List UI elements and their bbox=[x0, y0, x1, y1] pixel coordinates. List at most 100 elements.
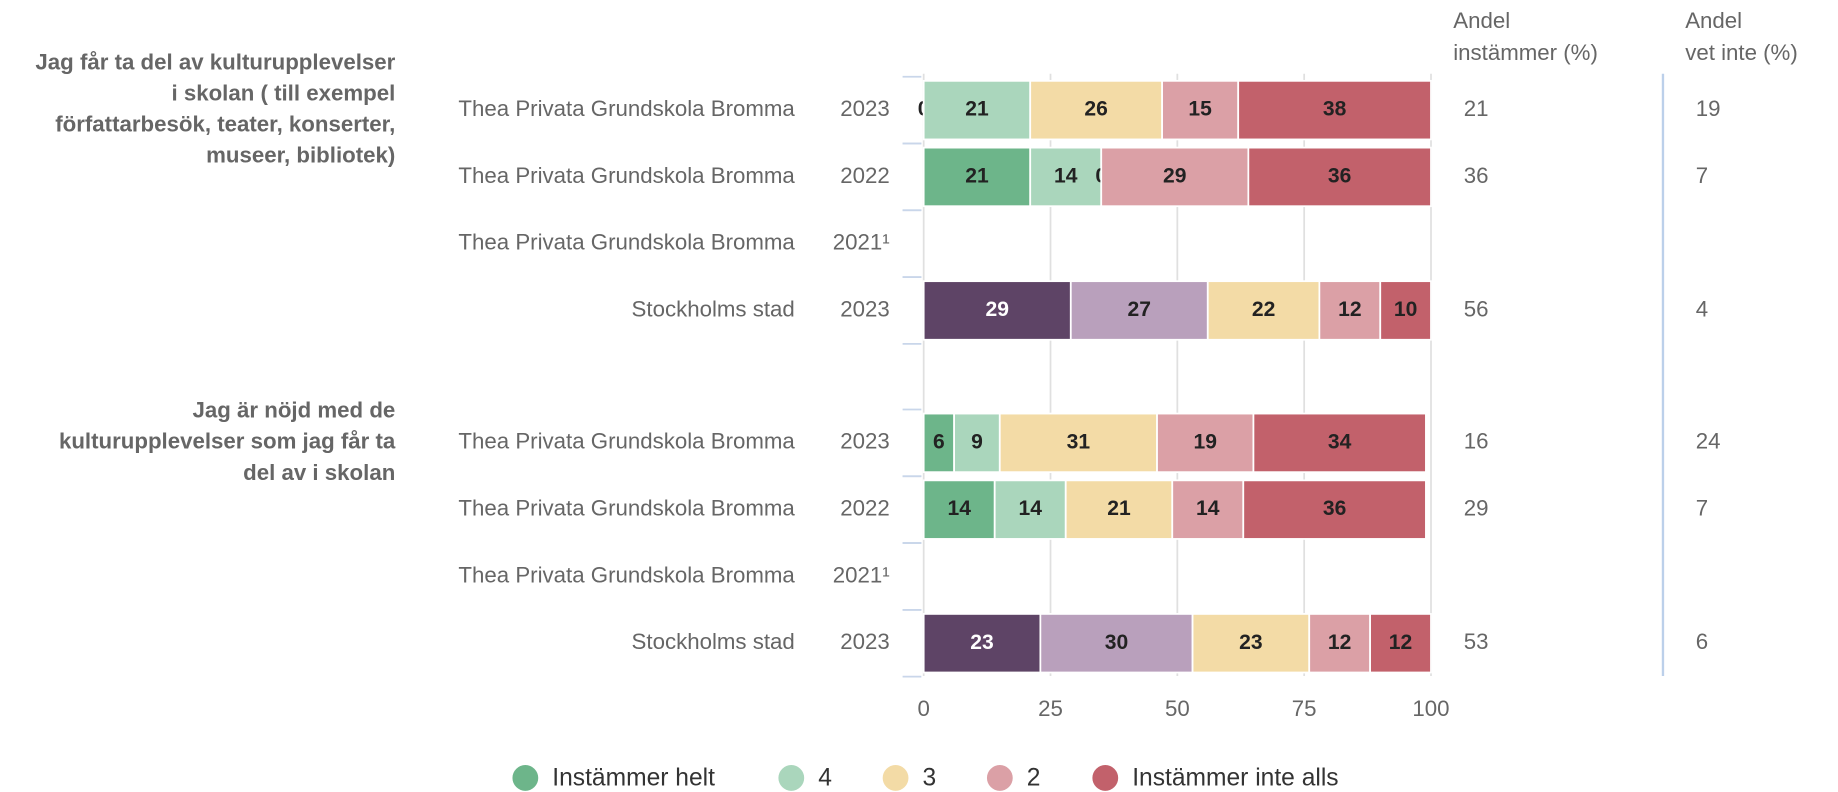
question-label: Jag får ta del av kulturupplevelser bbox=[35, 49, 395, 74]
bar-segment bbox=[1318, 280, 1382, 341]
bar-segment bbox=[1379, 280, 1432, 341]
x-tick-label: 75 bbox=[1292, 696, 1317, 721]
x-tick-label: 25 bbox=[1038, 696, 1063, 721]
row-label: Stockholms stad bbox=[632, 296, 795, 321]
data-label: 19 bbox=[1194, 430, 1217, 453]
bar-segment bbox=[922, 479, 996, 540]
question-label: museer, bibliotek) bbox=[206, 143, 395, 168]
column-header: Andel bbox=[1453, 8, 1510, 33]
column-header: Andel bbox=[1685, 8, 1742, 33]
data-label: 21 bbox=[965, 98, 989, 121]
data-label: 10 bbox=[1394, 298, 1417, 321]
bar-segment bbox=[1191, 613, 1311, 674]
row-label: Thea Privata Grundskola Bromma bbox=[458, 562, 795, 587]
bar-segment bbox=[1064, 479, 1174, 540]
data-label: 38 bbox=[1323, 98, 1347, 121]
bar-segment bbox=[922, 146, 1032, 208]
column-value: 7 bbox=[1696, 496, 1708, 521]
data-label: 34 bbox=[1328, 430, 1352, 453]
column-value: 4 bbox=[1696, 296, 1708, 321]
row-label: Thea Privata Grundskola Bromma bbox=[458, 96, 795, 121]
question-label: författarbesök, teater, konserter, bbox=[55, 112, 395, 137]
data-label: 21 bbox=[965, 164, 989, 187]
legend-label: 4 bbox=[818, 765, 832, 792]
data-label: 14 bbox=[947, 497, 971, 520]
data-label: 6 bbox=[933, 430, 945, 453]
column-value: 53 bbox=[1464, 629, 1489, 654]
legend-swatch bbox=[882, 765, 909, 791]
bar-segment bbox=[1369, 613, 1432, 674]
bar-segment bbox=[922, 412, 956, 474]
bar-segment bbox=[998, 412, 1158, 474]
data-label: 26 bbox=[1084, 98, 1107, 121]
data-label: 30 bbox=[1105, 631, 1128, 654]
bar-segment bbox=[922, 613, 1042, 674]
bar-segment bbox=[1171, 479, 1245, 540]
legend-swatch bbox=[778, 765, 805, 791]
data-label: 23 bbox=[970, 631, 993, 654]
question-label: del av i skolan bbox=[243, 460, 395, 485]
bar-segment bbox=[1237, 79, 1432, 141]
bar-segment bbox=[953, 412, 1001, 474]
column-header: instämmer (%) bbox=[1453, 40, 1598, 65]
data-label: 12 bbox=[1328, 631, 1351, 654]
column-value: 19 bbox=[1696, 96, 1721, 121]
question-label: Jag är nöjd med de bbox=[193, 398, 396, 423]
bar-segment bbox=[1252, 412, 1427, 474]
legend-swatch bbox=[512, 765, 539, 791]
data-label: 14 bbox=[1054, 164, 1078, 187]
data-label: 23 bbox=[1239, 631, 1262, 654]
column-value: 29 bbox=[1464, 496, 1489, 521]
data-label: 29 bbox=[1163, 164, 1186, 187]
legend-swatch bbox=[986, 765, 1013, 791]
data-label: 36 bbox=[1323, 497, 1346, 520]
x-tick-label: 100 bbox=[1412, 696, 1449, 721]
data-label: 31 bbox=[1067, 430, 1091, 453]
column-value: 7 bbox=[1696, 163, 1708, 188]
data-label: 14 bbox=[1018, 497, 1042, 520]
row-label: Thea Privata Grundskola Bromma bbox=[458, 163, 795, 188]
column-header: vet inte (%) bbox=[1685, 40, 1798, 65]
data-label: 9 bbox=[971, 430, 983, 453]
row-year: 2023 bbox=[840, 629, 890, 654]
row-year: 2023 bbox=[840, 296, 890, 321]
bar-segment bbox=[1039, 613, 1194, 674]
question-label: i skolan ( till exempel bbox=[171, 80, 395, 105]
bar-segment bbox=[1206, 280, 1321, 341]
column-value: 24 bbox=[1696, 429, 1721, 454]
column-value: 21 bbox=[1464, 96, 1489, 121]
bar-segment bbox=[1069, 280, 1209, 341]
bar-segment bbox=[1308, 613, 1371, 674]
column-value: 36 bbox=[1464, 163, 1489, 188]
bar-segment bbox=[922, 280, 1072, 341]
x-tick-label: 0 bbox=[917, 696, 929, 721]
data-label: 14 bbox=[1196, 497, 1220, 520]
legend-label: 3 bbox=[923, 765, 937, 792]
row-year: 2021¹ bbox=[833, 230, 890, 255]
row-label: Thea Privata Grundskola Bromma bbox=[458, 429, 795, 454]
legend-label: Instämmer inte alls bbox=[1132, 765, 1338, 792]
column-value: 16 bbox=[1464, 429, 1489, 454]
bar-segment bbox=[1242, 479, 1427, 540]
data-label: 22 bbox=[1252, 298, 1275, 321]
data-label: 36 bbox=[1328, 164, 1351, 187]
row-label: Thea Privata Grundskola Bromma bbox=[458, 230, 795, 255]
legend-label: 2 bbox=[1027, 765, 1041, 792]
data-label: 12 bbox=[1338, 298, 1361, 321]
data-label: 27 bbox=[1128, 298, 1151, 321]
legend-swatch bbox=[1092, 765, 1119, 791]
row-year: 2022 bbox=[840, 163, 890, 188]
column-value: 56 bbox=[1464, 296, 1489, 321]
row-label: Thea Privata Grundskola Bromma bbox=[458, 496, 795, 521]
data-label: 12 bbox=[1389, 631, 1412, 654]
x-tick-label: 50 bbox=[1165, 696, 1190, 721]
question-label: kulturupplevelser som jag får ta bbox=[59, 429, 396, 454]
data-label: 21 bbox=[1107, 497, 1131, 520]
data-label: 29 bbox=[986, 298, 1009, 321]
row-year: 2021¹ bbox=[833, 562, 890, 587]
bar-segment bbox=[1161, 79, 1240, 141]
row-year: 2023 bbox=[840, 429, 890, 454]
row-year: 2022 bbox=[840, 496, 890, 521]
